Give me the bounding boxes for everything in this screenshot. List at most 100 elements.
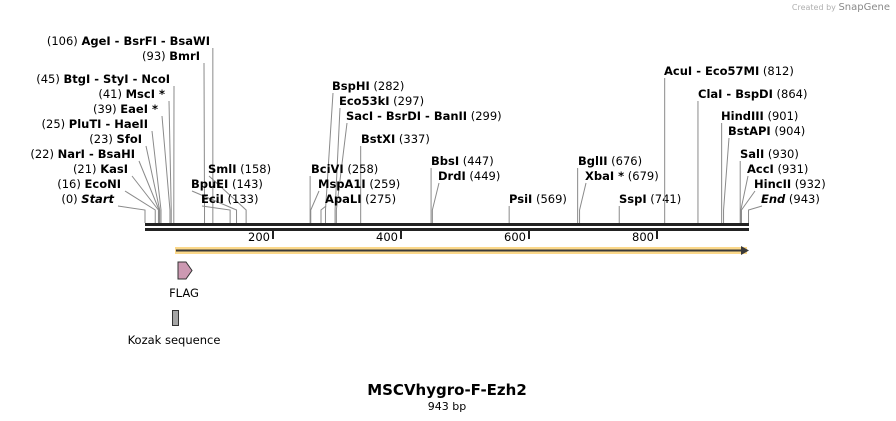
restriction-site[interactable]: (23) SfoI [89,132,161,223]
restriction-site[interactable]: SmlI (158) [208,162,271,223]
site-label: (0) Start [61,192,114,206]
orf-feature[interactable] [175,246,749,255]
site-leader-line [138,160,160,223]
ruler-tick-label: 800 [632,230,654,244]
ruler-tick [272,231,274,239]
site-leader-line [335,122,348,223]
site-label: BciVI (258) [311,162,378,176]
site-leader-line [579,182,587,223]
restriction-site[interactable]: (41) MscI * [98,87,172,223]
snapgene-credit: Created by SnapGene [792,2,890,13]
restriction-site[interactable]: Eco53kI (297) [334,94,424,223]
site-label: SmlI (158) [208,162,271,176]
kozak-feature[interactable]: Kozak sequence [128,310,221,348]
restriction-site[interactable]: AcuI - Eco57MI (812) [664,64,794,223]
restriction-site[interactable]: ClaI - BspDI (864) [697,87,808,223]
restriction-site[interactable]: SspI (741) [618,192,681,223]
site-leader-line [168,100,172,223]
restriction-site[interactable]: End (943) [748,192,820,223]
site-label: BstAPI (904) [728,124,805,138]
ruler: 200 400 600 800 [248,230,658,244]
restriction-site[interactable]: SacI - BsrDI - BanII (299) [335,109,502,223]
site-label: SacI - BsrDI - BanII (299) [346,109,502,123]
restriction-site[interactable]: DrdI (449) [431,169,500,223]
restriction-site[interactable]: BstAPI (904) [723,124,806,223]
site-leader-line [208,175,247,223]
restriction-site[interactable]: AccI (931) [740,162,809,223]
site-leader-line [124,190,156,223]
site-label: (106) AgeI - BsrFI - BsaWI [47,34,210,48]
site-label: (25) PluTI - HaeII [42,117,148,131]
restriction-site[interactable]: (93) BmrI [142,49,206,223]
ruler-tick-label: 400 [376,230,398,244]
site-leader-line [310,190,320,223]
restriction-site[interactable]: MspA1I (259) [310,177,401,223]
site-leader-line [740,175,749,223]
site-label: AcuI - Eco57MI (812) [664,64,794,78]
restriction-site[interactable]: (21) KasI [73,162,159,223]
credit-brand: SnapGene [838,2,890,13]
site-label: HincII (932) [754,177,826,191]
restriction-sites: (106) AgeI - BsrFI - BsaWI(93) BmrI (45) … [30,34,826,223]
site-label: End (943) [761,192,820,206]
site-label: (16) EcoNI [57,177,121,191]
backbone-bottom-strand [145,228,749,231]
site-leader-line [334,107,341,223]
restriction-site[interactable]: SalI (930) [739,147,799,223]
restriction-site[interactable]: ApaLI (275) [320,192,396,223]
restriction-site[interactable]: (0) Start [61,192,146,223]
site-label: (45) BtgI - StyI - NcoI [36,72,170,86]
sequence-length: 943 bp [428,400,466,413]
site-leader-line [748,205,763,223]
site-label: (22) NarI - BsaHI [30,147,135,161]
restriction-site[interactable]: BspHI (282) [324,79,404,223]
site-label: (21) KasI [73,162,128,176]
site-label: (23) SfoI [89,132,142,146]
restriction-site[interactable]: BstXI (337) [360,132,430,223]
site-label: ApaLI (275) [325,192,396,206]
restriction-site[interactable]: HincII (932) [740,177,826,223]
site-leader-line [431,182,440,223]
site-leader-line [324,92,334,223]
restriction-site[interactable]: BglII (676) [577,154,642,223]
restriction-site[interactable]: (45) BtgI - StyI - NcoI [36,72,175,223]
sequence-name: MSCVhygro-F-Ezh2 [367,381,527,399]
backbone-top-strand [145,223,749,226]
restriction-site[interactable]: PsiI (569) [508,192,567,223]
site-leader-line [161,115,171,223]
site-leader-line [131,175,159,223]
site-label: EciI (133) [201,192,259,206]
site-leader-line [145,145,161,223]
ruler-tick [656,231,658,239]
site-leader-line [191,190,238,223]
ruler-tick-label: 200 [248,230,270,244]
credit-prefix: Created by [791,3,836,12]
restriction-site[interactable]: BbsI (447) [430,154,494,223]
site-label: MspA1I (259) [318,177,400,191]
site-label: (93) BmrI [142,49,200,63]
ruler-tick [528,231,530,239]
site-leader-line [320,205,327,223]
site-label: BspHI (282) [332,79,404,93]
site-label: PsiI (569) [509,192,567,206]
restriction-site[interactable]: (106) AgeI - BsrFI - BsaWI [47,34,214,223]
restriction-site[interactable]: EciI (133) [201,192,259,223]
restriction-site[interactable]: (16) EcoNI [57,177,156,223]
restriction-site[interactable]: BpuEI (143) [191,177,263,223]
site-label: ClaI - BspDI (864) [698,87,807,101]
restriction-site[interactable]: BciVI (258) [309,162,378,223]
site-label: BglII (676) [578,154,642,168]
site-label: XbaI * (679) [585,169,659,183]
restriction-site[interactable]: (22) NarI - BsaHI [30,147,160,223]
flag-label: FLAG [169,286,199,300]
site-label: Eco53kI (297) [339,94,424,108]
restriction-site[interactable]: HindIII (901) [721,109,798,223]
site-leader-line [723,137,730,223]
site-leader-line [117,205,146,223]
ruler-tick [400,231,402,239]
restriction-site[interactable]: (25) PluTI - HaeII [42,117,162,223]
restriction-site[interactable]: XbaI * (679) [579,169,659,223]
flag-feature[interactable]: FLAG [169,261,199,300]
restriction-site[interactable]: (39) EaeI * [93,102,171,223]
